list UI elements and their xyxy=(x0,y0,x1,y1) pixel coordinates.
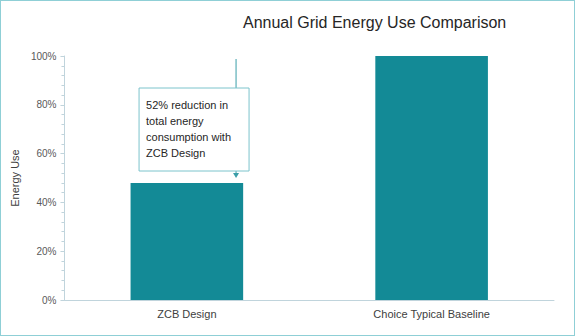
svg-text:100%: 100% xyxy=(31,51,57,62)
svg-text:Energy Use: Energy Use xyxy=(9,149,21,206)
svg-text:ZCB Design: ZCB Design xyxy=(157,308,216,320)
svg-text:0%: 0% xyxy=(42,295,57,306)
svg-text:consumption with: consumption with xyxy=(146,131,234,143)
svg-text:total energy: total energy xyxy=(146,115,207,127)
svg-text:40%: 40% xyxy=(36,197,56,208)
svg-text:20%: 20% xyxy=(36,246,56,257)
svg-text:60%: 60% xyxy=(36,148,56,159)
svg-text:ZCB Design: ZCB Design xyxy=(146,147,205,159)
svg-text:Annual Grid Energy Use Compari: Annual Grid Energy Use Comparison xyxy=(243,14,506,31)
svg-text:52% reduction in: 52% reduction in xyxy=(146,99,231,111)
svg-text:80%: 80% xyxy=(36,99,56,110)
svg-text:Choice Typical Baseline: Choice Typical Baseline xyxy=(373,308,490,320)
